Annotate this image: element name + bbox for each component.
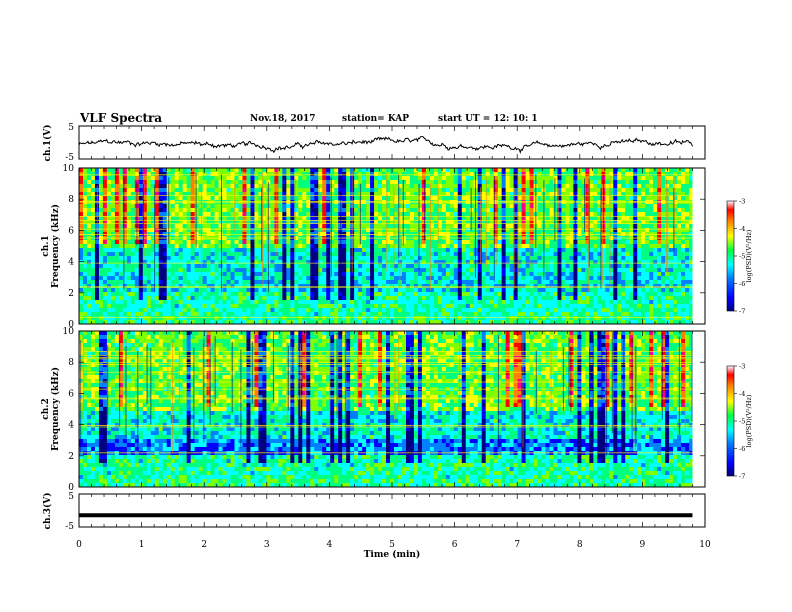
spec-ytick-label: 4: [68, 421, 74, 431]
colorbar-tick-label: -7: [739, 473, 745, 481]
spec-ytick-label: 10: [63, 164, 75, 174]
spec-ytick-label: 8: [68, 195, 74, 205]
spec-ytick-label: 4: [68, 258, 74, 268]
colorbar-tick-label: -4: [739, 225, 745, 233]
colorbar-tick-label: -3: [739, 363, 745, 371]
ch1-colorbar-label: log(PSD)(V²/Hz): [745, 229, 753, 282]
ch2-spectrogram-image: [79, 331, 705, 487]
colorbar-tick-label: -6: [739, 445, 745, 453]
ch2-spec-ylabel-frequency: Frequency (kHz): [50, 367, 61, 451]
x-tick-label: 3: [264, 540, 270, 550]
x-tick-label: 0: [76, 540, 82, 550]
plot-title: VLF Spectra: [80, 111, 163, 125]
x-tick-label: 6: [452, 540, 458, 550]
colorbar-tick-label: -5: [739, 418, 745, 426]
ch2-colorbar-label: log(PSD)(V²/Hz): [745, 394, 753, 447]
spec-ytick-label: 10: [63, 327, 75, 337]
ch1-ytick-top: 5: [68, 123, 74, 133]
ch2-spectrogram-panel: 0 2 4 6 8 10 ch.2 Frequency (kHz): [41, 327, 706, 493]
date-label: Nov.18, 2017: [250, 114, 316, 124]
x-tick-label: 2: [201, 540, 207, 550]
ch1-ylabel: ch.1(V): [42, 125, 53, 162]
spec-ytick-label: 0: [68, 483, 74, 493]
spec-ytick-label: 6: [68, 389, 74, 399]
spec-ytick-label: 6: [68, 226, 74, 236]
spec-ytick-label: 2: [68, 452, 74, 462]
ch2-colorbar: -3 -4 -5 -6 -7 log(PSD)(V²/Hz): [726, 363, 753, 481]
colorbar-tick-label: -3: [739, 198, 745, 206]
x-tick-label: 1: [139, 540, 145, 550]
ch3-ytick-top: 5: [68, 492, 74, 502]
x-tick-label: 7: [514, 540, 520, 550]
spec-ytick-label: 0: [68, 320, 74, 330]
ch1-ytick-bottom: -5: [65, 153, 74, 163]
start-time-label: start UT = 12: 10: 1: [438, 114, 538, 124]
x-tick-label: 4: [327, 540, 333, 550]
colorbar-tick-label: -7: [739, 308, 745, 316]
x-tick-label: 9: [640, 540, 646, 550]
colorbar-tick-label: -4: [739, 390, 745, 398]
ch2-spec-ylabel-channel: ch.2: [41, 398, 51, 419]
colorbar-tick-label: -6: [739, 280, 745, 288]
ch3-ytick-bottom: -5: [65, 522, 74, 532]
station-label: station= KAP: [342, 114, 410, 124]
colorbar-tick-label: -5: [739, 253, 745, 261]
spec-ytick-label: 8: [68, 358, 74, 368]
ch1-colorbar: -3 -4 -5 -6 -7 log(PSD)(V²/Hz): [726, 198, 753, 316]
ch1-spec-ylabel-channel: ch.1: [41, 235, 51, 256]
x-tick-label: 8: [577, 540, 583, 550]
x-axis-label: Time (min): [364, 549, 421, 560]
ch1-waveform-panel: 5 -5 ch.1(V): [42, 123, 706, 163]
x-tick-label: 5: [389, 540, 395, 550]
ch3-waveform-panel: 5 -5 ch.3(V) 0 1 2 3 4 5 6 7 8 9 10 Time (min): [42, 492, 711, 560]
ch1-waveform-line: [78, 136, 693, 154]
ch1-spec-ylabel-frequency: Frequency (kHz): [50, 204, 61, 288]
ch1-spectrogram-panel: 0 2 4 6 8 10 ch.1 Frequency (kHz): [41, 164, 706, 330]
ch1-spectrogram-image: [79, 168, 705, 324]
x-tick-label: 10: [699, 540, 711, 550]
ch3-ylabel: ch.3(V): [42, 493, 53, 530]
spec-ytick-label: 2: [68, 289, 74, 299]
